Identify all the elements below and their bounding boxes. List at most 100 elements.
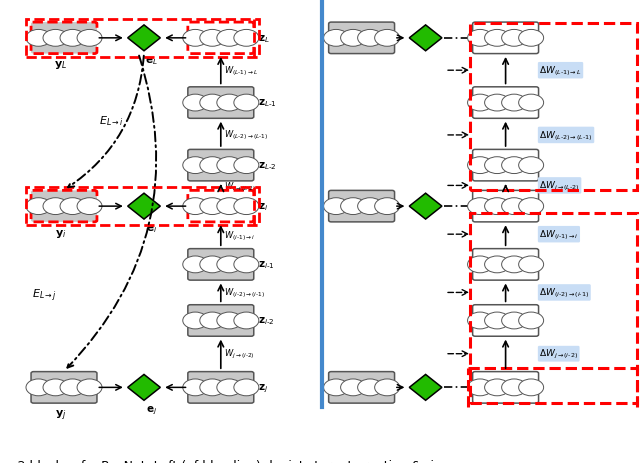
FancyBboxPatch shape	[473, 191, 539, 222]
Circle shape	[183, 257, 208, 273]
Circle shape	[518, 379, 543, 396]
Circle shape	[468, 379, 493, 396]
Polygon shape	[128, 26, 160, 52]
Circle shape	[358, 31, 383, 47]
Circle shape	[484, 31, 509, 47]
Circle shape	[200, 257, 225, 273]
Circle shape	[217, 198, 242, 215]
Circle shape	[324, 31, 349, 47]
Circle shape	[468, 157, 493, 174]
Circle shape	[60, 379, 85, 396]
Circle shape	[217, 157, 242, 174]
Circle shape	[183, 313, 208, 329]
FancyBboxPatch shape	[473, 372, 539, 403]
Circle shape	[26, 379, 51, 396]
FancyBboxPatch shape	[31, 191, 97, 222]
Circle shape	[77, 379, 102, 396]
Bar	[470, 214, 637, 403]
Polygon shape	[128, 194, 160, 219]
Circle shape	[183, 379, 208, 396]
Circle shape	[217, 257, 242, 273]
Text: $W_{(i\text{-}2)\to(i\text{-}1)}$: $W_{(i\text{-}2)\to(i\text{-}1)}$	[224, 286, 265, 300]
Circle shape	[77, 198, 102, 215]
Circle shape	[200, 313, 225, 329]
Circle shape	[234, 257, 259, 273]
Circle shape	[484, 257, 509, 273]
FancyBboxPatch shape	[473, 150, 539, 181]
Circle shape	[468, 198, 493, 215]
Circle shape	[217, 313, 242, 329]
Circle shape	[60, 31, 85, 47]
Text: $E_{L\to i}$: $E_{L\to i}$	[99, 114, 125, 127]
Circle shape	[518, 198, 543, 215]
Text: $E_{L\to j}$: $E_{L\to j}$	[32, 287, 58, 303]
Circle shape	[468, 313, 493, 329]
Circle shape	[468, 257, 493, 273]
Circle shape	[518, 157, 543, 174]
Text: $\mathbf{e}_L$: $\mathbf{e}_L$	[145, 55, 158, 67]
FancyBboxPatch shape	[31, 23, 97, 55]
Circle shape	[183, 95, 208, 112]
Circle shape	[502, 31, 527, 47]
Text: $\Delta W_{i\to(L\text{-}2)}$: $\Delta W_{i\to(L\text{-}2)}$	[540, 179, 580, 193]
Circle shape	[484, 157, 509, 174]
Circle shape	[374, 198, 399, 215]
Circle shape	[468, 31, 493, 47]
Circle shape	[484, 198, 509, 215]
Text: $W_{i\to(L\text{-}2)}$: $W_{i\to(L\text{-}2)}$	[224, 179, 256, 193]
Circle shape	[234, 313, 259, 329]
Bar	[470, 24, 637, 190]
Circle shape	[340, 198, 365, 215]
Text: $\mathbf{z}_j$: $\mathbf{z}_j$	[257, 382, 268, 394]
Circle shape	[183, 198, 208, 215]
Circle shape	[358, 198, 383, 215]
Circle shape	[26, 31, 51, 47]
Circle shape	[234, 157, 259, 174]
Text: $\mathbf{y}_i$: $\mathbf{y}_i$	[55, 227, 67, 239]
Circle shape	[340, 31, 365, 47]
Circle shape	[217, 379, 242, 396]
Circle shape	[358, 379, 383, 396]
Circle shape	[502, 198, 527, 215]
Circle shape	[518, 313, 543, 329]
Circle shape	[77, 31, 102, 47]
Circle shape	[484, 379, 509, 396]
Text: $W_{j\to(i\text{-}2)}$: $W_{j\to(i\text{-}2)}$	[224, 348, 255, 361]
Bar	[26, 188, 259, 226]
Text: $\mathbf{e}_i$: $\mathbf{e}_i$	[146, 223, 157, 235]
Circle shape	[200, 379, 225, 396]
Circle shape	[502, 157, 527, 174]
Circle shape	[518, 257, 543, 273]
Text: $\mathbf{z}_{L\text{-}1}$: $\mathbf{z}_{L\text{-}1}$	[257, 97, 276, 109]
Text: $\mathbf{z}_i$: $\mathbf{z}_i$	[257, 201, 268, 213]
Circle shape	[183, 157, 208, 174]
Text: $\Delta W_{(L\text{-}2)\to(L\text{-}1)}$: $\Delta W_{(L\text{-}2)\to(L\text{-}1)}$	[540, 129, 593, 143]
Text: $W_{(L\text{-}1)\to L}$: $W_{(L\text{-}1)\to L}$	[224, 64, 258, 78]
FancyBboxPatch shape	[473, 305, 539, 337]
Circle shape	[200, 157, 225, 174]
Bar	[26, 19, 259, 58]
Circle shape	[502, 313, 527, 329]
Circle shape	[26, 198, 51, 215]
Circle shape	[43, 379, 68, 396]
Circle shape	[234, 31, 259, 47]
Text: $\Delta W_{(i\text{-}1)\to i}$: $\Delta W_{(i\text{-}1)\to i}$	[540, 228, 579, 242]
Circle shape	[183, 31, 208, 47]
Text: $\mathbf{z}_{L\text{-}2}$: $\mathbf{z}_{L\text{-}2}$	[257, 160, 276, 172]
Circle shape	[43, 198, 68, 215]
Circle shape	[200, 198, 225, 215]
Circle shape	[484, 313, 509, 329]
Circle shape	[324, 379, 349, 396]
Polygon shape	[128, 375, 160, 400]
Text: $W_{(i\text{-}1)\to i}$: $W_{(i\text{-}1)\to i}$	[224, 229, 255, 243]
FancyBboxPatch shape	[188, 23, 253, 55]
FancyBboxPatch shape	[473, 249, 539, 281]
Circle shape	[468, 95, 493, 112]
FancyBboxPatch shape	[329, 23, 394, 55]
Circle shape	[234, 95, 259, 112]
Text: $\Delta W_{j\to(i\text{-}2)}$: $\Delta W_{j\to(i\text{-}2)}$	[540, 347, 578, 361]
Circle shape	[502, 257, 527, 273]
FancyBboxPatch shape	[188, 305, 253, 337]
FancyBboxPatch shape	[329, 372, 394, 403]
Circle shape	[200, 31, 225, 47]
